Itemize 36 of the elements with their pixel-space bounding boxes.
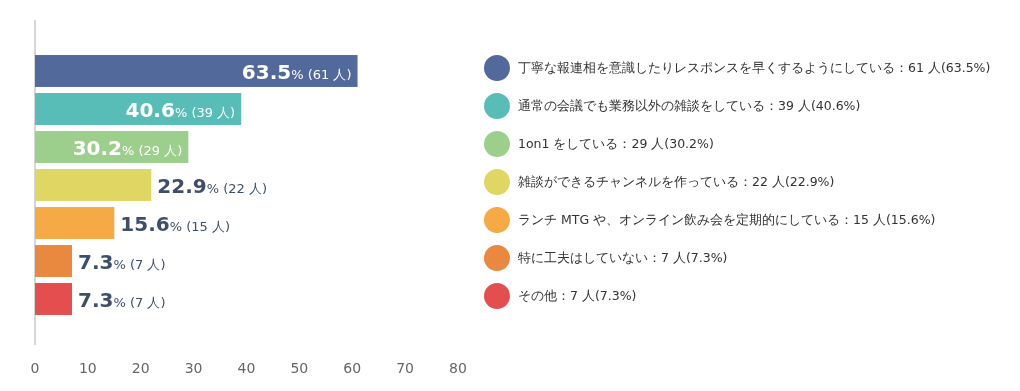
- legend-item: 雑談ができるチャンネルを作っている：22 人(22.9%): [484, 169, 835, 195]
- bar: [35, 245, 73, 277]
- y-tick-label: ランチ MTG や、オンライン飲み会を定期的にしている：15 人(15.6%): [518, 212, 936, 227]
- data-label: 15.6% (15 人): [120, 212, 230, 236]
- y-tick-label: 雑談ができるチャンネルを作っている：22 人(22.9%): [518, 174, 835, 189]
- y-tick-label: 通常の会議でも業務以外の雑談をしている：39 人(40.6%): [518, 98, 861, 113]
- bar: [35, 169, 152, 201]
- y-tick-label: 丁寧な報連相を意識したりレスポンスを早くするようにしている：61 人(63.5%): [518, 60, 991, 75]
- x-tick-label: 70: [396, 360, 415, 376]
- bar: [35, 207, 115, 239]
- y-tick-label: 特に工夫はしていない：7 人(7.3%): [518, 250, 728, 265]
- x-tick-label: 10: [78, 360, 97, 376]
- data-label: 63.5% (61 人): [241, 60, 352, 84]
- y-tick-label: 1on1 をしている：29 人(30.2%): [518, 136, 714, 151]
- x-tick-label: 30: [184, 360, 203, 376]
- legend-item: その他：7 人(7.3%): [484, 283, 637, 309]
- data-label: 30.2% (29 人): [72, 136, 183, 160]
- legend-item: 1on1 をしている：29 人(30.2%): [484, 131, 714, 157]
- y-tick-label: その他：7 人(7.3%): [518, 288, 637, 303]
- x-tick-label: 0: [30, 360, 40, 376]
- data-label: 7.3% (7 人): [78, 288, 166, 312]
- legend-item: 丁寧な報連相を意識したりレスポンスを早くするようにしている：61 人(63.5%): [484, 55, 991, 81]
- legend-item: 通常の会議でも業務以外の雑談をしている：39 人(40.6%): [484, 93, 861, 119]
- data-label: 7.3% (7 人): [78, 250, 166, 274]
- legend-item: ランチ MTG や、オンライン飲み会を定期的にしている：15 人(15.6%): [484, 207, 936, 233]
- x-tick-label: 80: [449, 360, 467, 376]
- bar: [35, 93, 242, 125]
- x-tick-label: 20: [131, 360, 150, 376]
- bar: [35, 283, 73, 315]
- bar: [35, 55, 358, 87]
- legend-item: 特に工夫はしていない：7 人(7.3%): [484, 245, 728, 271]
- x-tick-label: 50: [290, 360, 309, 376]
- data-label: 22.9% (22 人): [157, 174, 267, 198]
- x-tick-label: 40: [237, 360, 256, 376]
- x-tick-label: 60: [343, 360, 362, 376]
- data-label: 40.6% (39 人): [125, 98, 236, 122]
